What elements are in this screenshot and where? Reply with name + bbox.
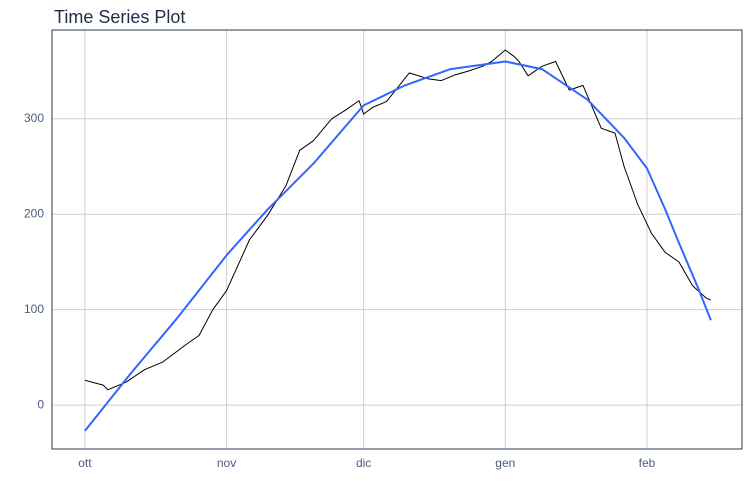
lines [84,49,712,432]
y-tick-label: 300 [24,111,44,125]
panel-border [51,29,743,450]
chart-title: Time Series Plot [54,7,185,27]
grid [52,30,742,449]
x-tick-label: gen [495,456,515,470]
series-line [84,60,712,432]
x-tick-label: dic [356,456,371,470]
x-tick-label: ott [78,456,92,470]
x-tick-label: feb [639,456,656,470]
x-tick-label: nov [217,456,236,470]
y-tick-label: 100 [24,302,44,316]
y-tick-label: 0 [37,397,44,411]
series-line [84,49,712,391]
y-tick-label: 200 [24,206,44,220]
